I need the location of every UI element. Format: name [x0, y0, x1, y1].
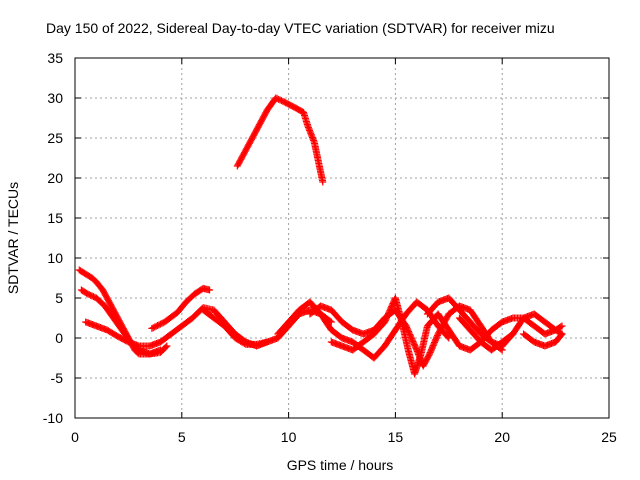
y-tick-label: 0 [55, 330, 63, 346]
x-tick-label: 5 [178, 429, 186, 445]
y-tick-label: -5 [51, 370, 64, 386]
data-point [558, 330, 566, 338]
grid-lines [75, 58, 609, 418]
axis-ticks: -10 -5 0 5 10 15 20 25 30 35 0 5 10 15 20 25 [43, 50, 617, 445]
y-tick-label: 10 [47, 250, 63, 266]
x-axis-label: GPS time / hours [287, 457, 394, 473]
data-point [162, 343, 170, 351]
data-marks [75, 94, 566, 378]
x-tick-label: 10 [281, 429, 297, 445]
y-tick-label: 35 [47, 50, 63, 66]
data-point [557, 323, 565, 331]
data-point [319, 178, 327, 186]
series-arc-11 [455, 314, 517, 354]
y-tick-label: 15 [47, 210, 63, 226]
y-tick-label: 30 [47, 90, 63, 106]
x-tick-label: 25 [601, 429, 617, 445]
y-tick-label: 20 [47, 170, 63, 186]
data-point [327, 318, 335, 326]
plot-frame [74, 57, 610, 419]
y-tick-label: -10 [43, 410, 63, 426]
data-point [206, 286, 214, 294]
chart-title: Day 150 of 2022, Sidereal Day-to-day VTE… [46, 20, 555, 36]
data-point [445, 334, 453, 342]
data-point [163, 342, 171, 350]
series-arc-4 [148, 284, 214, 332]
data-point [509, 330, 517, 338]
series-arc-12 [520, 330, 566, 350]
y-axis-label: SDTVAR / TECUs [5, 182, 21, 294]
x-tick-label: 15 [388, 429, 404, 445]
y-tick-label: 25 [47, 130, 63, 146]
y-tick-label: 5 [55, 290, 63, 306]
series-arc-6 [233, 94, 327, 186]
data-point [557, 331, 565, 339]
data-point [508, 331, 516, 339]
series-arc-2 [77, 286, 171, 358]
data-point [558, 322, 566, 330]
x-tick-label: 0 [71, 429, 79, 445]
series-arc-7 [274, 298, 453, 362]
data-point [444, 333, 452, 341]
series-arc-9 [327, 294, 566, 378]
x-tick-label: 20 [494, 429, 510, 445]
